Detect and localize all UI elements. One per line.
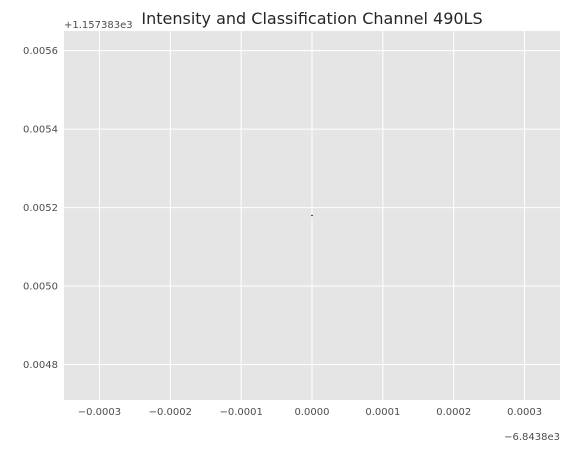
x-tick-label: −0.0003	[78, 407, 121, 418]
y-tick-label: 0.0054	[23, 125, 58, 136]
chart-title: Intensity and Classification Channel 490…	[141, 9, 482, 28]
x-axis-ticks: −0.0003 −0.0002 −0.0001 0.0000 0.0001 0.0002 0…	[78, 407, 542, 418]
y-axis-offset-label: +1.157383e3	[64, 20, 133, 31]
x-tick-label: 0.0002	[436, 407, 471, 418]
grid	[64, 31, 560, 400]
y-tick-label: 0.0052	[23, 203, 58, 214]
x-tick-label: −0.0001	[219, 407, 262, 418]
y-tick-label: 0.0056	[23, 46, 58, 57]
y-tick-label: 0.0048	[23, 360, 58, 371]
data-points	[311, 214, 313, 217]
x-axis-offset-label: −6.8438e3	[504, 432, 560, 443]
x-tick-label: 0.0000	[295, 407, 330, 418]
data-point	[311, 214, 313, 217]
x-tick-label: 0.0003	[507, 407, 542, 418]
x-tick-label: 0.0001	[365, 407, 400, 418]
y-axis-ticks: 0.0048 0.0050 0.0052 0.0054 0.0056	[23, 46, 58, 371]
x-tick-label: −0.0002	[149, 407, 192, 418]
y-tick-label: 0.0050	[23, 282, 58, 293]
